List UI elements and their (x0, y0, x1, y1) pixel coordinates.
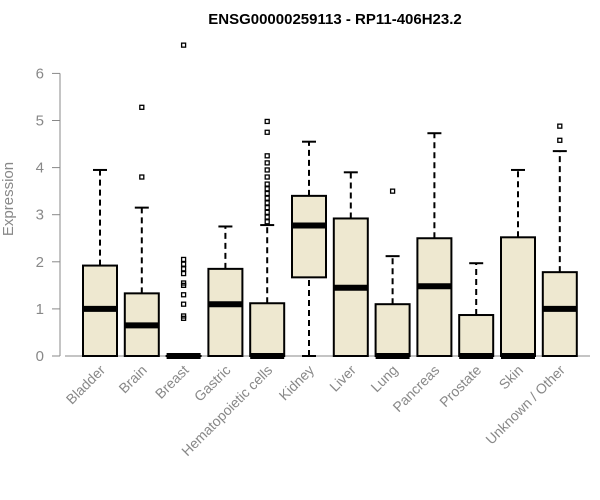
outlier-point (264, 129, 270, 135)
box-iqr (541, 271, 578, 357)
outlier-point (557, 123, 563, 129)
outlier-point (264, 118, 270, 125)
outlier-point (180, 292, 187, 298)
box-kidney (291, 140, 327, 357)
outlier-point (180, 313, 187, 319)
outlier-point (264, 186, 270, 192)
box-iqr (500, 236, 536, 357)
chart-title: ENSG00000259113 - RP11-406H23.2 (208, 11, 462, 28)
x-tick-label: Skin (496, 362, 527, 393)
outlier-point (180, 261, 187, 267)
x-tick-label: Prostate (436, 362, 484, 410)
y-tick-label: 1 (36, 301, 44, 318)
box-iqr (416, 237, 453, 357)
box-iqr (249, 302, 286, 357)
outlier-point (139, 104, 145, 110)
outlier-point (180, 256, 187, 263)
outlier-point (264, 195, 270, 201)
outlier-point (557, 137, 563, 143)
outlier-point (139, 174, 145, 180)
box-bladder (82, 168, 118, 357)
box-gastric (207, 225, 244, 357)
outlier-point (180, 266, 187, 272)
outlier-point (180, 42, 187, 48)
box-pancreas (416, 132, 453, 357)
x-tick-label: Lung (367, 362, 400, 395)
outlier-point (264, 214, 270, 220)
x-tick-label: Liver (326, 362, 359, 395)
x-tick-label: Unknown / Other (482, 362, 568, 448)
outlier-point (389, 188, 396, 194)
box-iqr (207, 267, 244, 357)
box-liver (332, 171, 369, 357)
x-tick-label: Breast (152, 362, 192, 402)
outlier-point (180, 280, 187, 286)
y-tick-label: 4 (36, 160, 44, 177)
box-brain (123, 104, 160, 357)
outlier-point (264, 209, 270, 215)
y-tick-label: 3 (36, 207, 44, 224)
box-iqr (374, 303, 411, 358)
box-unknown-other (541, 123, 578, 357)
box-lung (374, 188, 411, 359)
plot-area (65, 42, 590, 359)
y-axis: 0 1 2 3 4 5 6 (36, 65, 61, 365)
box-hematopoietic-cells (249, 118, 286, 359)
box-iqr (291, 194, 327, 279)
outlier-point (264, 174, 270, 180)
y-tick-label: 5 (36, 113, 44, 130)
outlier-point (264, 181, 270, 187)
y-tick-label: 6 (36, 65, 44, 82)
outlier-point (264, 190, 270, 197)
x-tick-label: Bladder (63, 362, 109, 408)
y-tick-label: 0 (36, 348, 44, 365)
outlier-point (180, 270, 187, 277)
outlier-point (264, 167, 270, 173)
y-tick-label: 2 (36, 254, 44, 271)
x-tick-label: Kidney (276, 362, 318, 404)
box-prostate (458, 262, 495, 359)
outlier-point (264, 153, 270, 159)
outlier-point (264, 200, 270, 206)
box-iqr (458, 314, 495, 358)
x-tick-label: Brain (115, 362, 149, 396)
y-axis-label: Expression (0, 162, 17, 236)
outlier-point (264, 204, 270, 211)
box-skin (500, 168, 536, 359)
outlier-point (264, 219, 270, 225)
box-breast (165, 42, 202, 359)
outlier-point (264, 160, 270, 166)
outlier-point (180, 301, 187, 307)
